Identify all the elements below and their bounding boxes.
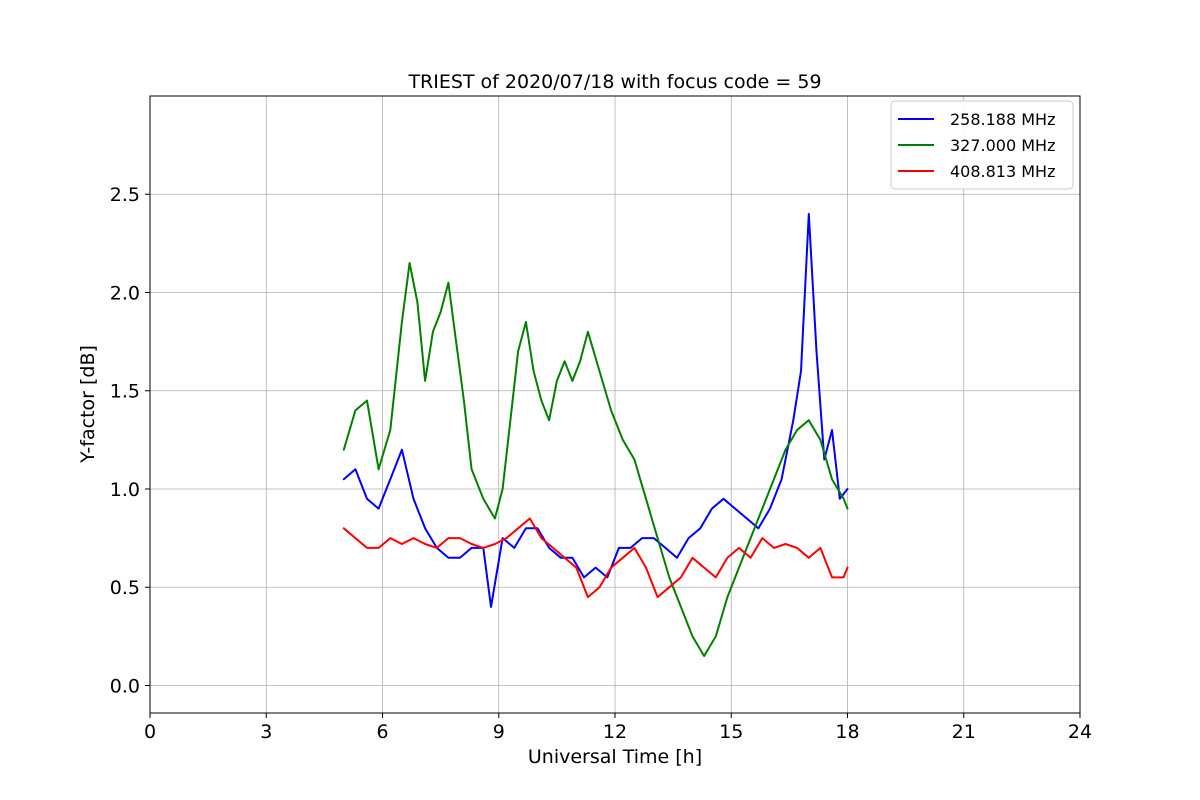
y-tick-label: 0.0 [110,675,140,697]
x-tick-label: 9 [493,721,505,743]
legend-label-3: 408.813 MHz [950,162,1055,181]
legend-label-1: 258.188 MHz [950,110,1055,129]
y-tick-label: 2.5 [110,184,140,206]
y-tick-label: 0.5 [110,577,140,599]
x-tick-label: 15 [719,721,743,743]
x-tick-label: 12 [603,721,627,743]
y-axis: 0.0 0.5 1.0 1.5 2.0 2.5 [110,184,150,697]
series-layer [342,212,849,657]
legend: 258.188 MHz 327.000 MHz 408.813 MHz [890,100,1074,190]
series-line-2 [342,262,849,657]
y-tick-label: 1.5 [110,381,140,403]
x-tick-label: 3 [260,721,272,743]
x-tick-label: 24 [1068,721,1092,743]
x-tick-label: 0 [144,721,156,743]
y-tick-label: 1.0 [110,479,140,501]
series-line-3 [342,517,849,599]
x-tick-label: 6 [376,721,388,743]
y-tick-label: 2.0 [110,282,140,304]
y-axis-label: Y-factor [dB] [77,345,99,464]
legend-frame [890,100,1074,190]
legend-label-2: 327.000 MHz [950,136,1055,155]
x-axis-label: Universal Time [h] [528,746,702,768]
chart-title: TRIEST of 2020/07/18 with focus code = 5… [407,71,821,93]
x-tick-label: 18 [835,721,859,743]
series-line-1 [342,212,849,608]
x-tick-label: 21 [952,721,976,743]
x-axis: 0 3 6 9 12 15 18 21 24 [144,713,1092,743]
